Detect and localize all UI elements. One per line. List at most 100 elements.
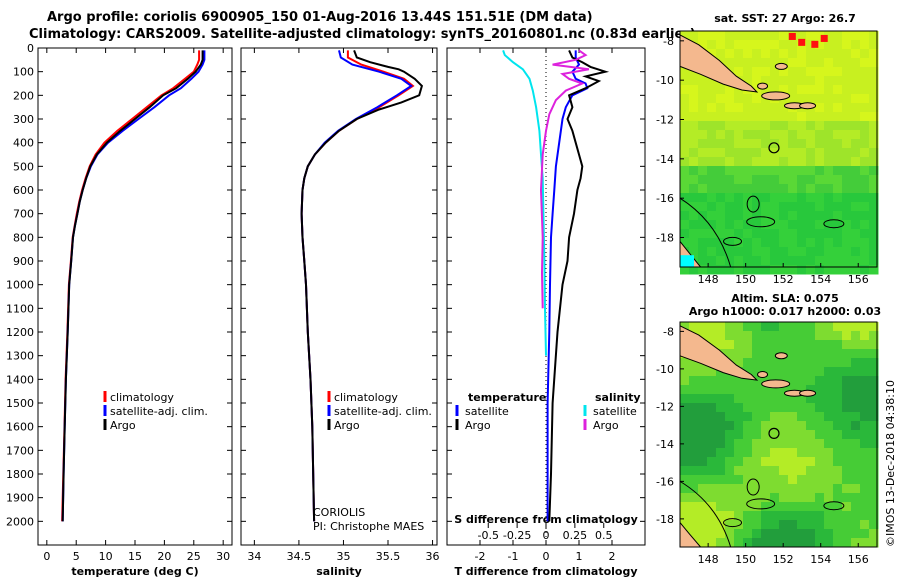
map-cell [788,493,798,503]
map-cell [842,166,852,176]
x-tick-label: 152 [773,553,794,566]
map-cell [761,529,771,539]
map-cell [752,457,762,467]
map-cell [815,148,825,158]
map-cell [797,58,807,68]
x-tick-label: 0 [543,550,550,563]
map-cell [725,121,735,131]
map-cell [761,412,771,422]
map-cell [761,139,771,149]
map-cell [689,430,699,440]
map-cell [680,85,690,95]
map-cell [734,130,744,140]
map-cell [806,376,816,386]
map-cell [797,121,807,131]
map-cell [698,40,708,50]
map-cell [833,256,843,266]
map-cell [824,238,834,248]
map-cell [752,85,762,95]
map-cell [788,394,798,404]
map-cell [833,493,843,503]
map-cell [725,202,735,212]
map-cell [734,466,744,476]
map-cell [680,229,690,239]
map-cell [725,466,735,476]
map-cell [842,31,852,41]
map-cell [869,238,879,248]
map-cell [797,421,807,431]
map-cell [680,376,690,386]
map-cell [779,103,789,113]
map-cell [824,112,834,122]
map-cell [698,529,708,539]
map-cell [707,229,717,239]
map-cell [734,340,744,350]
map-cell [851,157,861,167]
x-tick-label: 36 [426,550,440,563]
map-cell [869,331,879,341]
map-cell [833,466,843,476]
map-cell [761,202,771,212]
map-cell [851,520,861,530]
map-cell [833,58,843,68]
map-cell [761,520,771,530]
map-cell [806,511,816,521]
map-cell [815,475,825,485]
map-cell [770,421,780,431]
map-cell [770,430,780,440]
map-cell [860,175,870,185]
map-cell [851,139,861,149]
map-cell [842,265,852,275]
map-cell [779,49,789,59]
map-cell [824,349,834,359]
map-cell [788,421,798,431]
legend-label: satellite-adj. clim. [110,405,208,418]
map-cell [860,211,870,221]
map-cell [779,394,789,404]
map-cell [770,331,780,341]
map-cell [743,58,753,68]
map-cell [725,529,735,539]
map-cell [869,256,879,266]
map-cell [824,322,834,332]
map-cell [860,349,870,359]
map-cell [851,40,861,50]
map-cell [779,403,789,413]
map-cell [743,166,753,176]
map-cell [680,493,690,503]
map-cell [752,412,762,422]
map-cell [824,484,834,494]
map-cell [860,256,870,266]
map-cell [752,229,762,239]
map-cell [716,103,726,113]
map-cell [788,439,798,449]
x-tick-label: 150 [735,553,756,566]
map-cell [689,529,699,539]
panel-differences: -2 -1 0 1 2 T difference from climatology -0.5… [446,47,646,578]
map-cell [725,148,735,158]
map-cell [725,265,735,275]
map-cell [788,256,798,266]
map-cell [752,421,762,431]
map-cell [833,475,843,485]
map-cell [851,112,861,122]
x-tick-label: 20 [157,550,171,563]
map-cell [833,40,843,50]
map-cell [824,385,834,395]
map-cell [806,49,816,59]
map-cell [743,265,753,275]
map-cell [869,40,879,50]
reef-outline [723,518,743,528]
map-cell [815,247,825,257]
x-tick-label: 156 [848,273,869,286]
map-cell [842,412,852,422]
map-cell [869,448,879,458]
map-cell [833,529,843,539]
map-cell [788,112,798,122]
map-cell [707,466,717,476]
map-cell [752,148,762,158]
map-cell [752,322,762,332]
map-cell [680,367,690,377]
map-cell [707,421,717,431]
map-cell [680,112,690,122]
